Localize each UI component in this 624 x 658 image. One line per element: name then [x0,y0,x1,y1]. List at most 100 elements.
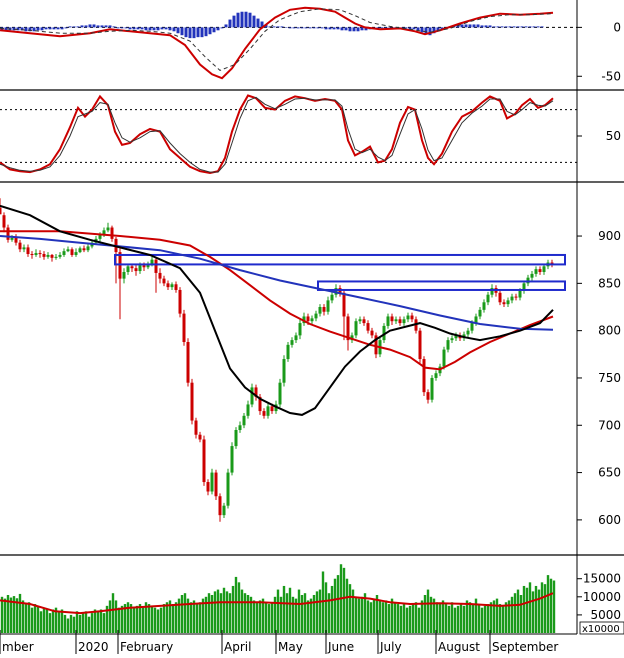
histogram-bar [100,25,104,28]
volume-bar [57,611,61,633]
volume-bar [549,578,553,633]
volume-bar [534,585,538,633]
volume-bar [507,600,511,633]
histogram-bar [244,11,248,28]
volume-bar [81,613,85,633]
candle-body [158,272,162,279]
histogram-bar [208,27,212,35]
histogram-bar [260,21,264,28]
volume-bar [540,582,544,633]
histogram-bar [216,27,220,31]
candle-body [78,248,82,253]
volume-bar [234,576,238,633]
histogram-bar [292,27,296,29]
volume-bar [375,595,379,633]
y-tick-label: -50 [601,69,621,83]
candle-body [38,253,42,255]
histogram-bar [324,27,328,30]
histogram-bar [416,27,420,31]
candle-body [110,227,114,239]
candle-body [398,319,402,324]
volume-bar [354,596,358,633]
volume-bar [276,589,280,633]
volume-bar [456,605,460,633]
volume-bar [90,613,94,633]
candle-body [198,434,202,440]
candle-body [330,294,334,301]
volume-bar [252,600,256,633]
histogram-bar [160,27,164,30]
histogram-bar [16,27,20,31]
histogram-bar [336,27,340,30]
histogram-bar [80,25,84,28]
volume-bar [402,604,406,633]
histogram-bar [252,15,256,28]
histogram-bar [156,27,160,31]
x-tick-label: April [224,640,251,654]
volume-bar [210,595,214,633]
candle-body [530,273,534,278]
volume-bar [462,605,466,633]
histogram-bar [176,27,180,34]
candle-body [10,237,14,240]
candle-body [410,315,414,320]
resistance-zone [317,280,566,291]
volume-bar [6,595,10,633]
volume-bar [66,618,70,633]
histogram-bar [424,27,428,35]
histogram-bar [20,27,24,31]
histogram-bar [532,26,536,28]
candle-body [74,252,78,255]
candle-body [14,237,18,243]
histogram-bar [40,27,44,31]
volume-bar [258,600,262,633]
unit-label: x10000 [582,624,620,635]
candle-body [82,248,86,251]
volume-bar [78,614,82,633]
volume-bar [552,580,556,633]
histogram-bar [140,27,144,30]
histogram-bar [48,27,52,30]
candle-body [46,254,50,257]
macd-panel: 0 -50 [0,6,621,83]
y-tick-label: 0 [613,20,621,34]
histogram-bar [120,27,124,29]
candle-body [66,249,70,252]
volume-bar [324,582,328,633]
histogram-bar [364,27,368,31]
unit-label-box [579,621,624,635]
series-line [0,235,554,331]
candle-body [402,319,406,324]
histogram-bar [136,27,140,30]
volume-bar [204,596,208,633]
volume-bar [84,611,88,633]
y-tick-label: 5000 [590,608,621,622]
volume-bar [459,604,463,633]
histogram-bar [180,27,184,36]
volume-bar [438,604,442,633]
volume-bar [405,607,409,633]
volume-bar [306,600,310,633]
volume-bar [267,604,271,633]
volume-bar [27,602,31,633]
candle-body [122,271,126,279]
histogram-bar [456,25,460,28]
volume-bar [417,607,421,633]
volume-bar [150,605,154,633]
candle-body [406,315,410,320]
histogram-bar [316,27,320,29]
volume-bar [60,609,64,633]
histogram-bar [36,27,40,31]
y-tick-label: 15000 [583,572,621,586]
volume-bar [195,604,199,633]
histogram-bar [404,27,408,29]
histogram-bar [76,26,80,28]
candle-body [250,387,254,405]
histogram-bar [304,27,308,29]
candle-body [50,254,54,258]
candle-body [86,246,90,251]
histogram-bar [112,26,116,28]
volume-bar [183,593,187,633]
candle-body [266,406,270,416]
candle-body [22,247,26,250]
